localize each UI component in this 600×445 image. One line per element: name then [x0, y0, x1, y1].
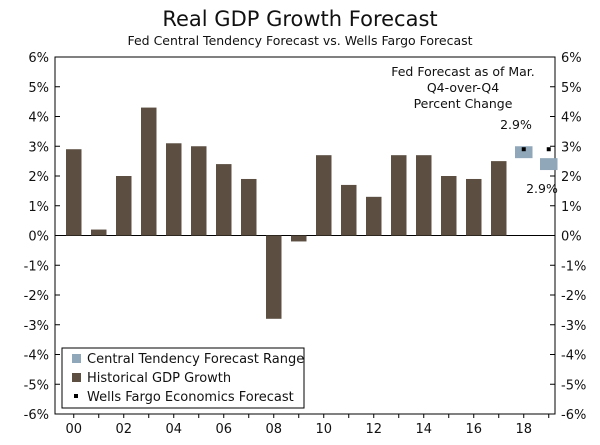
legend-swatch-historical	[72, 373, 81, 382]
bar-2006	[216, 164, 232, 236]
y-tick-label-right: 1%	[561, 200, 582, 215]
annotation-header: Fed Forecast as of Mar. Q4-over-Q4 Perce…	[391, 64, 535, 111]
x-tick-label: 00	[65, 422, 82, 437]
bar-2015	[441, 176, 457, 236]
legend-swatch-wells-fargo	[74, 394, 78, 398]
bar-2007	[241, 178, 257, 236]
y-tick-label-left: -1%	[24, 259, 49, 274]
annotation-line-3: Percent Change	[414, 96, 513, 111]
bar-2017	[491, 161, 507, 236]
y-tick-label-left: -2%	[24, 289, 49, 304]
chart-subtitle: Fed Central Tendency Forecast vs. Wells …	[127, 33, 472, 48]
central-tendency-range-2019	[540, 158, 558, 171]
x-tick-label: 08	[265, 422, 282, 437]
annotation-line-1: Fed Forecast as of Mar.	[391, 64, 535, 79]
y-tick-label-left: 3%	[28, 140, 49, 155]
x-tick-label: 10	[315, 422, 332, 437]
y-tick-label-right: -6%	[561, 408, 586, 423]
legend-label-central-tendency: Central Tendency Forecast Range	[87, 352, 304, 367]
label-2018-forecast: 2.9%	[500, 117, 532, 132]
y-tick-label-right: 5%	[561, 81, 582, 96]
y-tick-label-right: 6%	[561, 51, 582, 66]
wells-fargo-point-2018	[521, 147, 526, 152]
y-tick-label-right: 2%	[561, 170, 582, 185]
annotation-line-2: Q4-over-Q4	[427, 80, 499, 95]
bar-2004	[166, 143, 182, 236]
bar-2013	[391, 155, 407, 236]
y-tick-label-right: -1%	[561, 259, 586, 274]
y-tick-label-right: -4%	[561, 349, 586, 364]
y-tick-label-left: 1%	[28, 200, 49, 215]
bar-2001	[91, 229, 107, 236]
y-tick-label-right: -2%	[561, 289, 586, 304]
bar-2003	[141, 107, 157, 236]
x-tick-label: 16	[465, 422, 482, 437]
y-tick-label-right: 3%	[561, 140, 582, 155]
central-tendency-range-2018	[515, 146, 533, 159]
x-tick-label: 06	[215, 422, 232, 437]
y-tick-label-left: -3%	[24, 319, 49, 334]
chart-title: Real GDP Growth Forecast	[162, 7, 437, 31]
x-tick-label: 04	[165, 422, 182, 437]
y-tick-label-left: 0%	[28, 230, 49, 245]
y-tick-label-right: 4%	[561, 111, 582, 126]
x-tick-label: 12	[365, 422, 382, 437]
y-tick-label-left: 5%	[28, 81, 49, 96]
y-tick-label-left: 4%	[28, 111, 49, 126]
y-tick-label-left: 2%	[28, 170, 49, 185]
legend-box	[61, 347, 305, 409]
label-2019-forecast: 2.9%	[526, 181, 558, 196]
y-tick-label-left: -5%	[24, 378, 49, 393]
x-tick-label: 14	[415, 422, 432, 437]
y-tick-label-left: 6%	[28, 51, 49, 66]
bar-2000	[66, 149, 82, 236]
bar-2005	[191, 146, 207, 236]
bar-2011	[341, 184, 357, 236]
x-tick-label: 18	[515, 422, 532, 437]
legend-swatch-central-tendency	[72, 354, 81, 363]
wells-fargo-point-2019	[546, 147, 551, 152]
bar-2012	[366, 196, 382, 236]
bar-2014	[416, 155, 432, 236]
bar-2008	[266, 235, 282, 319]
bar-2016	[466, 178, 482, 236]
y-tick-label-right: 0%	[561, 230, 582, 245]
y-tick-label-right: -5%	[561, 378, 586, 393]
y-tick-label-left: -4%	[24, 349, 49, 364]
bar-2010	[316, 155, 332, 236]
bar-2009	[291, 235, 307, 242]
x-tick-label: 02	[115, 422, 132, 437]
legend: Central Tendency Forecast Range Historic…	[61, 347, 305, 409]
bar-2002	[116, 176, 132, 236]
y-tick-label-left: -6%	[24, 408, 49, 423]
legend-label-wells-fargo: Wells Fargo Economics Forecast	[87, 390, 294, 405]
legend-label-historical: Historical GDP Growth	[87, 371, 231, 386]
y-tick-label-right: -3%	[561, 319, 586, 334]
